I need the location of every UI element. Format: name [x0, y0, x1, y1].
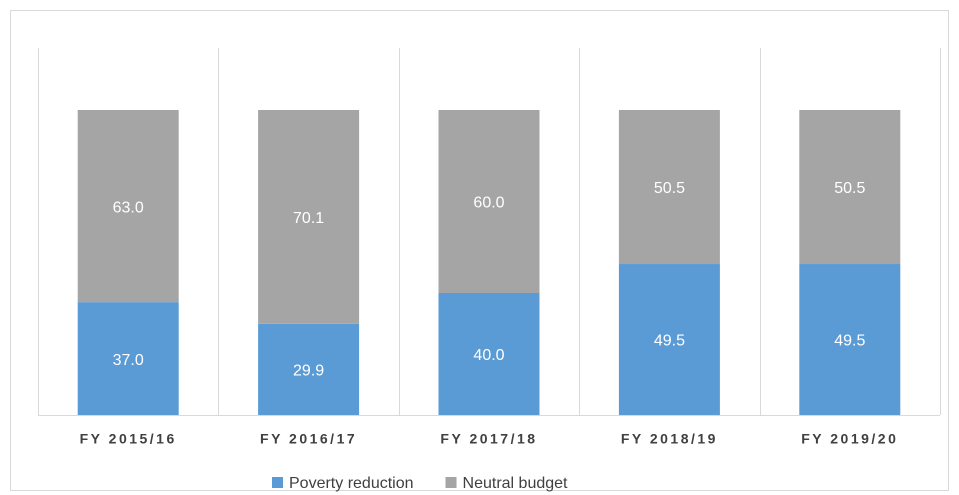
- value-label: 29.9: [293, 363, 324, 380]
- legend-swatch: [272, 477, 283, 488]
- value-label: 50.5: [834, 180, 865, 197]
- value-label: 40.0: [473, 347, 504, 364]
- bar-segment: [799, 264, 901, 415]
- legend-label: Poverty reduction: [289, 475, 414, 492]
- bar-segment: [618, 264, 720, 415]
- bar-segment: [258, 323, 360, 415]
- x-tick-label: FY 2016/17: [260, 431, 357, 447]
- value-label: 37.0: [113, 352, 144, 369]
- bar-segment: [77, 110, 179, 303]
- bar-segment: [799, 110, 901, 265]
- value-label: 60.0: [473, 195, 504, 212]
- x-tick-label: FY 2017/18: [440, 431, 537, 447]
- bar-segment: [258, 110, 360, 324]
- value-label: 50.5: [654, 180, 685, 197]
- x-tick-label: FY 2015/16: [80, 431, 177, 447]
- value-label: 49.5: [834, 333, 865, 350]
- bar-segment: [77, 302, 179, 415]
- x-tick-label: FY 2019/20: [801, 431, 898, 447]
- bar-segment: [438, 110, 540, 293]
- value-label: 70.1: [293, 210, 324, 227]
- bar-segment: [438, 293, 540, 415]
- value-label: 49.5: [654, 333, 685, 350]
- x-tick-label: FY 2018/19: [621, 431, 718, 447]
- legend-label: Neutral budget: [463, 475, 569, 492]
- bar-segment: [618, 110, 720, 265]
- value-label: 63.0: [113, 199, 144, 216]
- legend-swatch: [445, 477, 457, 488]
